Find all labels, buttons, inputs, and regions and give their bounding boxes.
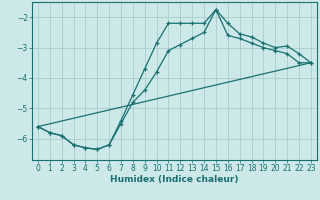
- X-axis label: Humidex (Indice chaleur): Humidex (Indice chaleur): [110, 175, 239, 184]
